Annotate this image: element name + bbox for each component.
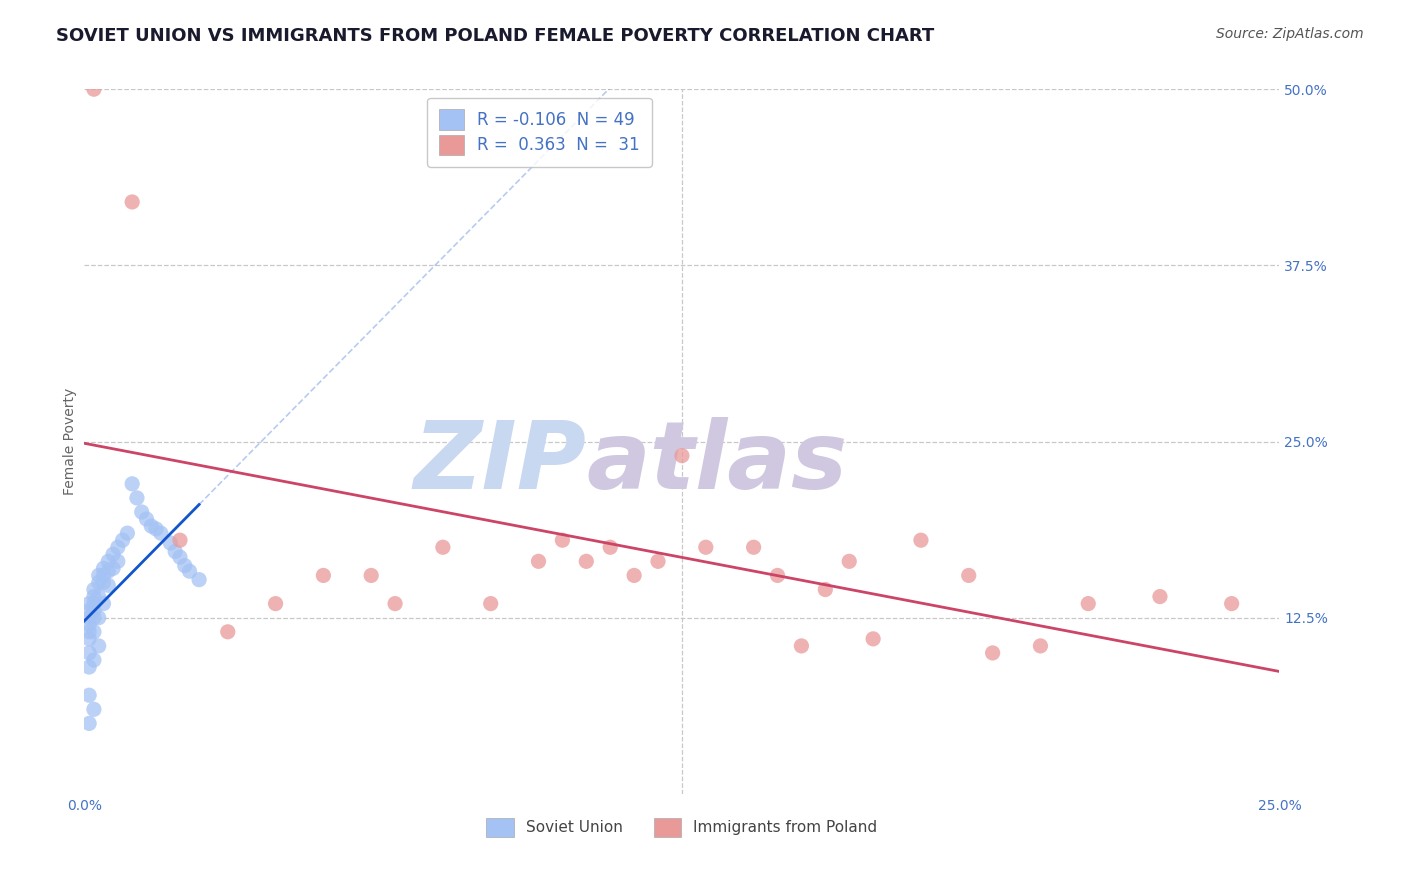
Point [384,597,406,611]
Point [125,491,148,505]
Point [910,533,932,548]
Point [77,610,100,624]
Point [93,561,115,575]
Point [77,660,100,674]
Text: Source: ZipAtlas.com: Source: ZipAtlas.com [1216,27,1364,41]
Point [77,688,100,702]
Point [97,564,120,578]
Point [93,568,115,582]
Point [121,194,143,209]
Point [87,639,110,653]
Point [77,632,100,646]
Point [169,533,191,548]
Point [121,476,143,491]
Y-axis label: Female Poverty: Female Poverty [63,388,77,495]
Point [83,590,105,604]
Point [77,716,100,731]
Point [93,575,115,590]
Point [111,533,134,548]
Point [83,702,105,716]
Point [83,597,105,611]
Point [599,541,621,555]
Point [814,582,837,597]
Point [1029,639,1052,653]
Point [131,505,153,519]
Legend: Soviet Union, Immigrants from Poland: Soviet Union, Immigrants from Poland [481,812,883,843]
Point [1220,597,1243,611]
Point [360,568,382,582]
Point [83,582,105,597]
Point [695,541,717,555]
Point [165,544,187,558]
Point [188,573,211,587]
Point [141,519,163,533]
Point [169,550,191,565]
Point [838,554,860,568]
Point [179,564,201,578]
Point [575,554,598,568]
Text: ZIP: ZIP [413,417,586,508]
Point [264,597,287,611]
Point [97,578,120,592]
Point [159,536,181,550]
Point [623,568,645,582]
Point [551,533,574,548]
Point [107,554,129,568]
Point [77,646,100,660]
Point [766,568,789,582]
Text: atlas: atlas [586,417,848,508]
Point [83,624,105,639]
Point [77,624,100,639]
Point [671,449,693,463]
Point [173,558,195,573]
Point [87,575,110,590]
Point [83,610,105,624]
Point [87,610,110,624]
Point [145,522,167,536]
Point [135,512,157,526]
Point [97,554,120,568]
Point [862,632,884,646]
Point [107,541,129,555]
Point [957,568,980,582]
Point [101,547,124,561]
Point [981,646,1004,660]
Point [87,568,110,582]
Point [432,541,454,555]
Point [83,82,105,96]
Point [527,554,550,568]
Point [790,639,813,653]
Point [1149,590,1171,604]
Point [217,624,239,639]
Point [1077,597,1099,611]
Point [101,561,124,575]
Point [77,604,100,618]
Point [117,526,139,541]
Point [647,554,669,568]
Point [87,590,110,604]
Point [479,597,502,611]
Point [312,568,335,582]
Point [149,526,172,541]
Point [83,653,105,667]
Point [742,541,765,555]
Point [93,597,115,611]
Text: SOVIET UNION VS IMMIGRANTS FROM POLAND FEMALE POVERTY CORRELATION CHART: SOVIET UNION VS IMMIGRANTS FROM POLAND F… [56,27,935,45]
Point [77,617,100,632]
Point [77,597,100,611]
Point [83,604,105,618]
